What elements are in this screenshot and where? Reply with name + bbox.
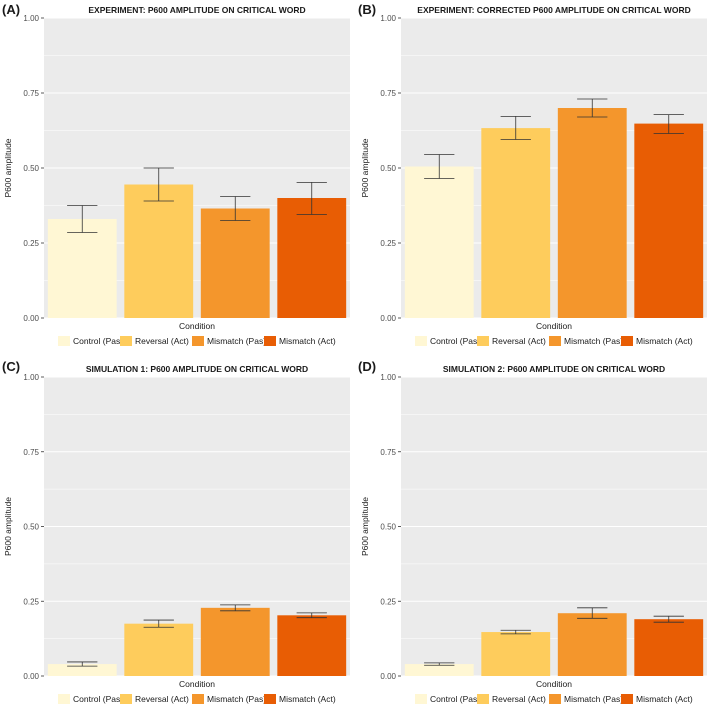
- legend-label-2: Reversal (Act): [492, 694, 546, 704]
- legend-swatch-1: [58, 336, 70, 346]
- chart-title: SIMULATION 1: P600 AMPLITUDE ON CRITICAL…: [86, 364, 308, 374]
- panel-label: (A): [2, 2, 20, 17]
- y-axis-title: P600 amplitude: [360, 497, 370, 556]
- x-axis-title: Condition: [536, 679, 572, 689]
- bar-1: [47, 664, 117, 676]
- y-tick-label: 0.00: [380, 314, 396, 323]
- chart-panel-3: (C) SIMULATION 1: P600 AMPLITUDE ON CRITI…: [2, 359, 350, 704]
- y-tick-label: 1.00: [380, 373, 396, 382]
- legend-swatch-1: [415, 694, 427, 704]
- legend-swatch-4: [264, 694, 276, 704]
- legend-label-4: Mismatch (Act): [279, 336, 336, 346]
- legend-label-2: Reversal (Act): [135, 336, 189, 346]
- y-tick-label: 0.25: [380, 597, 396, 606]
- legend-swatch-3: [192, 336, 204, 346]
- legend-label-1: Control (Pas): [73, 694, 123, 704]
- bar-1: [404, 166, 474, 318]
- bar-3: [557, 613, 627, 676]
- y-tick-label: 0.50: [380, 164, 396, 173]
- legend-swatch-2: [477, 694, 489, 704]
- legend-swatch-1: [58, 694, 70, 704]
- bar-4: [634, 123, 704, 318]
- y-axis-title: P600 amplitude: [360, 138, 370, 197]
- bar-4: [277, 198, 347, 318]
- panel-label: (B): [358, 2, 376, 17]
- bar-2: [481, 128, 551, 318]
- bar-3: [200, 607, 270, 676]
- legend-label-1: Control (Pas): [430, 694, 480, 704]
- legend-label-3: Mismatch (Pas): [564, 694, 623, 704]
- chart-title: EXPERIMENT: P600 AMPLITUDE ON CRITICAL W…: [88, 5, 305, 15]
- chart-title: EXPERIMENT: CORRECTED P600 AMPLITUDE ON …: [417, 5, 690, 15]
- x-axis-title: Condition: [536, 321, 572, 331]
- chart-panel-4: (D) SIMULATION 2: P600 AMPLITUDE ON CRITI…: [358, 359, 707, 704]
- legend-label-1: Control (Pas): [430, 336, 480, 346]
- legend-swatch-2: [120, 694, 132, 704]
- chart-panel-2: (B) EXPERIMENT: CORRECTED P600 AMPLITUDE …: [358, 2, 707, 346]
- panel-label: (C): [2, 359, 20, 374]
- y-tick-label: 0.00: [23, 672, 39, 681]
- y-tick-label: 0.50: [380, 523, 396, 532]
- legend-swatch-4: [621, 694, 633, 704]
- y-tick-label: 0.75: [23, 448, 39, 457]
- legend-swatch-4: [264, 336, 276, 346]
- y-tick-label: 0.25: [23, 239, 39, 248]
- y-axis-title: P600 amplitude: [3, 138, 13, 197]
- legend-label-4: Mismatch (Act): [279, 694, 336, 704]
- legend-swatch-3: [192, 694, 204, 704]
- legend-swatch-3: [549, 694, 561, 704]
- y-tick-label: 0.75: [23, 89, 39, 98]
- y-tick-label: 0.50: [23, 164, 39, 173]
- x-axis-title: Condition: [179, 321, 215, 331]
- y-tick-label: 1.00: [380, 14, 396, 23]
- chart-title: SIMULATION 2: P600 AMPLITUDE ON CRITICAL…: [443, 364, 665, 374]
- chart-panel-1: (A) EXPERIMENT: P600 AMPLITUDE ON CRITICA…: [2, 2, 350, 346]
- legend-label-4: Mismatch (Act): [636, 694, 693, 704]
- legend-label-1: Control (Pas): [73, 336, 123, 346]
- legend-swatch-2: [120, 336, 132, 346]
- legend-label-3: Mismatch (Pas): [207, 694, 266, 704]
- legend-swatch-4: [621, 336, 633, 346]
- bar-4: [277, 615, 347, 676]
- y-tick-label: 0.75: [380, 89, 396, 98]
- y-axis-title: P600 amplitude: [3, 497, 13, 556]
- y-tick-label: 1.00: [23, 14, 39, 23]
- bar-2: [124, 623, 194, 676]
- legend-swatch-2: [477, 336, 489, 346]
- legend-label-3: Mismatch (Pas): [207, 336, 266, 346]
- y-tick-label: 0.50: [23, 523, 39, 532]
- legend-label-3: Mismatch (Pas): [564, 336, 623, 346]
- bar-3: [557, 108, 627, 318]
- panel-label: (D): [358, 359, 376, 374]
- legend-label-4: Mismatch (Act): [636, 336, 693, 346]
- bar-1: [404, 664, 474, 676]
- legend-swatch-3: [549, 336, 561, 346]
- bar-2: [124, 184, 194, 318]
- bar-3: [200, 208, 270, 318]
- y-tick-label: 0.75: [380, 448, 396, 457]
- y-tick-label: 0.00: [23, 314, 39, 323]
- legend-label-2: Reversal (Act): [492, 336, 546, 346]
- y-tick-label: 0.25: [380, 239, 396, 248]
- legend-label-2: Reversal (Act): [135, 694, 189, 704]
- y-tick-label: 0.25: [23, 597, 39, 606]
- bar-1: [47, 219, 117, 318]
- x-axis-title: Condition: [179, 679, 215, 689]
- legend-swatch-1: [415, 336, 427, 346]
- bar-2: [481, 632, 551, 676]
- y-tick-label: 1.00: [23, 373, 39, 382]
- bar-4: [634, 619, 704, 676]
- y-tick-label: 0.00: [380, 672, 396, 681]
